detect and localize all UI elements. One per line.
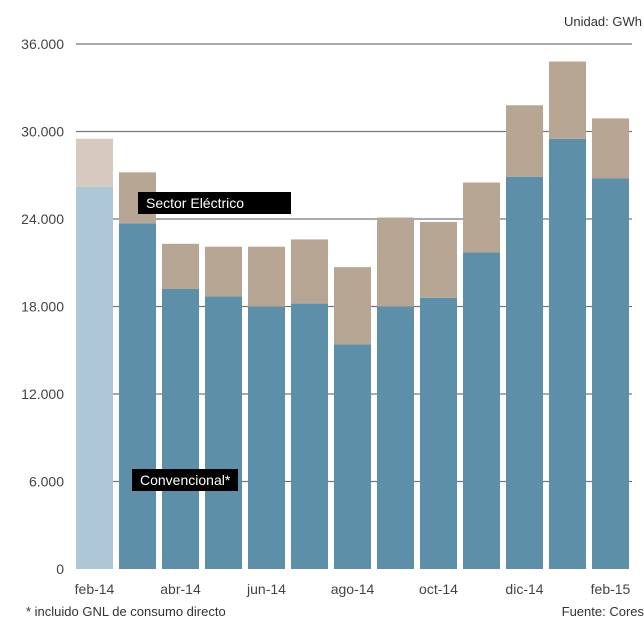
x-tick-label: feb-15 bbox=[591, 581, 631, 597]
bar-sector-electrico bbox=[463, 182, 500, 253]
bar-sector-electrico bbox=[248, 246, 285, 307]
bar-convencional bbox=[463, 252, 500, 569]
x-axis-ticks: feb-14 abr-14 jun-14 ago-14 oct-14 dic-14 feb-… bbox=[75, 581, 631, 597]
bar-sector-electrico bbox=[205, 246, 242, 297]
x-tick-label: dic-14 bbox=[505, 581, 543, 597]
bar-convencional bbox=[334, 344, 371, 569]
y-tick-label: 36.000 bbox=[21, 36, 64, 52]
y-tick-label: 18.000 bbox=[21, 299, 64, 315]
bar-convencional bbox=[549, 138, 586, 569]
y-tick-label: 30.000 bbox=[21, 124, 64, 140]
bar-convencional bbox=[291, 303, 328, 569]
source-label: Fuente: Cores bbox=[561, 604, 644, 619]
bar-sector-electrico bbox=[549, 61, 586, 139]
x-tick-label: oct-14 bbox=[419, 581, 458, 597]
bar-convencional bbox=[162, 289, 199, 569]
annotation-convencional: Convencional* bbox=[132, 469, 239, 491]
bar-convencional bbox=[119, 223, 156, 569]
bar-convencional bbox=[592, 178, 629, 569]
bar-sector-electrico bbox=[334, 267, 371, 345]
y-tick-label: 12.000 bbox=[21, 386, 64, 402]
x-tick-label: feb-14 bbox=[75, 581, 115, 597]
bar-sector-electrico bbox=[291, 239, 328, 304]
unit-label: Unidad: GWh bbox=[563, 14, 642, 29]
bar-sector-electrico bbox=[506, 105, 543, 177]
annotation-sector-electrico: Sector Eléctrico bbox=[138, 192, 291, 214]
x-tick-label: ago-14 bbox=[331, 581, 375, 597]
y-axis-ticks: 0 6.000 12.000 18.000 24.000 30.000 36.000 bbox=[21, 36, 64, 577]
bar-sector-electrico bbox=[76, 138, 113, 187]
bar-convencional bbox=[248, 306, 285, 569]
bar-sector-electrico bbox=[162, 243, 199, 289]
bar-convencional bbox=[377, 306, 414, 569]
bar-sector-electrico bbox=[420, 221, 457, 298]
x-tick-label: abr-14 bbox=[160, 581, 201, 597]
bar-sector-electrico bbox=[592, 118, 629, 179]
bar-convencional bbox=[76, 186, 113, 569]
bar-convencional bbox=[205, 296, 242, 569]
y-tick-label: 0 bbox=[56, 561, 64, 577]
y-tick-label: 24.000 bbox=[21, 211, 64, 227]
footnote: * incluido GNL de consumo directo bbox=[26, 604, 226, 619]
bar-convencional bbox=[420, 297, 457, 569]
y-tick-label: 6.000 bbox=[29, 474, 64, 490]
bar-sector-electrico bbox=[377, 217, 414, 307]
bar-convencional bbox=[506, 176, 543, 570]
x-tick-label: jun-14 bbox=[246, 581, 286, 597]
bars bbox=[76, 61, 629, 570]
